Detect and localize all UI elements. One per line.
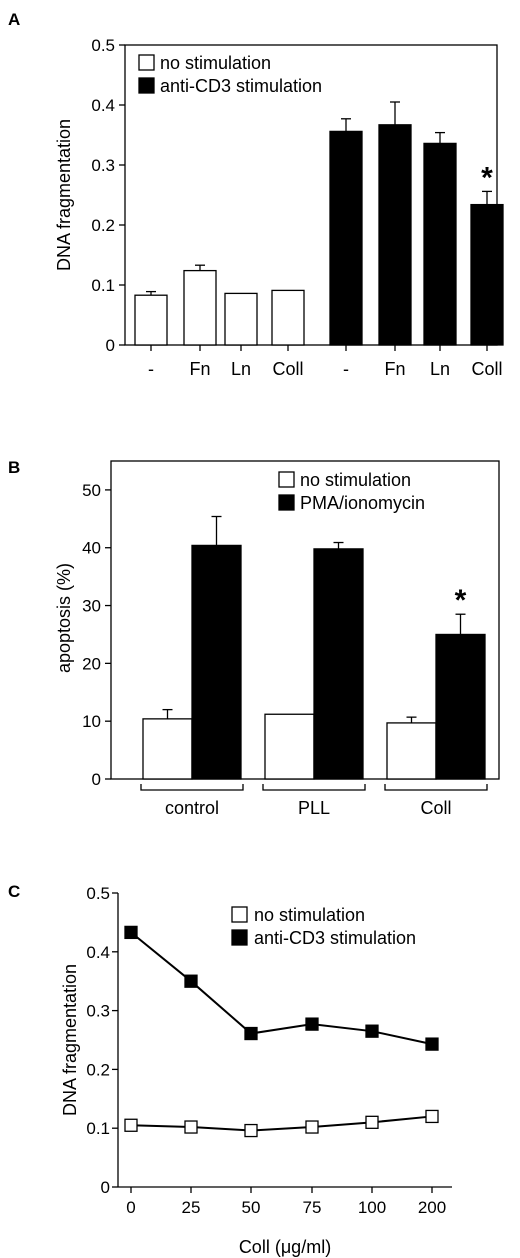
x-tick-label: 75 [303,1198,322,1217]
y-tick-label: 0 [106,336,115,355]
y-tick-label: 0.1 [91,276,115,295]
x-tick-label: Coll [471,359,502,379]
y-tick-label: 0.4 [91,96,115,115]
x-tick-label: - [148,359,154,379]
bar [264,713,315,780]
filled-square-marker [365,1024,379,1038]
filled-square-marker [244,1026,258,1041]
group-bracket [140,784,244,791]
panel-a-letter: A [8,10,20,29]
filled-square-marker [305,1017,319,1031]
series-line [130,1115,433,1132]
open-square-marker [365,1115,379,1129]
legend-label: no stimulation [160,53,271,73]
x-tick-label: 25 [182,1198,201,1217]
x-tick-label: control [165,798,219,818]
y-axis-label: DNA fragmentation [60,964,80,1116]
open-square-marker [124,1118,138,1132]
x-tick-label: Ln [430,359,450,379]
plot-frame [124,44,498,346]
y-tick-label: 50 [82,481,101,500]
bar [191,544,242,780]
bar [142,718,193,780]
bar [435,633,486,780]
legend-swatch [231,929,248,946]
group-bracket [262,784,366,791]
bar [313,548,364,780]
y-tick-label: 0.3 [91,156,115,175]
panel-a: A 0 0.1 0.2 0.3 0.4 0.5 DNA fragmentation - Fn Ln… [8,10,504,379]
legend-swatch [138,54,155,71]
x-tick-label: PLL [298,798,330,818]
x-tick-label: - [343,359,349,379]
filled-square-marker [124,925,138,940]
x-axis-label: Coll (μg/ml) [239,1237,331,1257]
significance-star: * [481,161,493,194]
x-tick-label: 200 [418,1198,446,1217]
bar [134,294,168,346]
y-tick-label: 40 [82,539,101,558]
y-tick-label: 0.3 [86,1002,110,1021]
significance-star: * [455,584,467,617]
y-tick-label: 0.5 [86,884,110,903]
y-tick-label: 0.4 [86,943,110,962]
panel-c: C 0 0.1 0.2 0.3 0.4 0.5 DNA fragmentation 0 25 50… [8,882,452,1257]
panel-c-letter: C [8,882,20,901]
open-square-marker [184,1120,198,1134]
bar [378,124,412,346]
open-square-marker [244,1123,258,1138]
series-line [130,931,433,1046]
legend-label: no stimulation [300,470,411,490]
bar [224,292,258,346]
x-tick-label: Ln [231,359,251,379]
y-axis-label: DNA fragmentation [54,119,74,271]
bar [271,289,305,346]
bar [386,722,437,780]
legend-swatch [278,471,295,488]
y-tick-label: 0.1 [86,1119,110,1138]
x-tick-label: 50 [242,1198,261,1217]
bar [329,130,363,346]
x-tick-label: Fn [384,359,405,379]
y-tick-label: 20 [82,654,101,673]
legend-label: no stimulation [254,905,365,925]
y-axis-label: apoptosis (%) [54,563,74,673]
y-tick-label: 30 [82,597,101,616]
filled-square-marker [425,1037,439,1051]
bar [183,269,217,346]
y-tick-label: 10 [82,712,101,731]
legend-swatch [278,494,295,511]
x-tick-label: 100 [358,1198,386,1217]
y-tick-label: 0.2 [91,216,115,235]
bar [423,142,457,346]
legend-label: anti-CD3 stimulation [254,928,416,948]
panel-b: B 0 10 20 30 40 50 apoptosis (%) control PLL Coll… [8,458,500,818]
open-square-marker [425,1109,439,1124]
legend-swatch [138,77,155,94]
y-tick-label: 0.5 [91,36,115,55]
bar [470,203,504,346]
y-tick-label: 0 [92,770,101,789]
group-bracket [384,784,488,791]
open-square-marker [305,1120,319,1134]
legend-label: anti-CD3 stimulation [160,76,322,96]
x-tick-label: Coll [272,359,303,379]
x-tick-label: 0 [126,1198,135,1217]
x-tick-label: Coll [420,798,451,818]
y-tick-label: 0.2 [86,1060,110,1079]
legend-label: PMA/ionomycin [300,493,425,513]
filled-square-marker [184,974,198,988]
panel-b-letter: B [8,458,20,477]
x-tick-label: Fn [189,359,210,379]
legend-swatch [231,906,248,923]
y-tick-label: 0 [101,1178,110,1197]
